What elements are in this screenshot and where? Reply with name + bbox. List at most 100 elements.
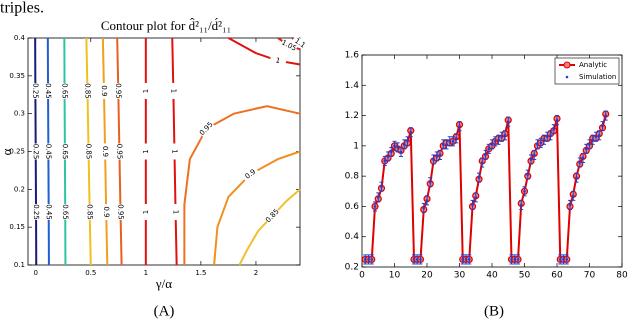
contour-label-bg [60,143,69,160]
point [545,135,549,139]
point [532,153,536,157]
point [399,150,403,154]
point [373,205,377,208]
contour-label: 1 [275,56,281,65]
contour-label-bg [85,203,94,221]
point [445,143,448,146]
point [594,135,598,139]
x-tick-label: 0 [33,269,37,277]
point [448,140,452,143]
legend-label: Analytic [579,61,607,69]
page-text: triples. [0,0,44,17]
point [575,176,578,179]
point [428,180,432,184]
contour-label: 1 [169,89,177,94]
point [461,258,465,261]
contour-label: 0.65 [61,144,69,160]
point [467,258,471,261]
x-tick-label: 70 [584,271,596,281]
point [493,140,497,143]
point [578,161,582,164]
point [510,258,513,261]
contour-label-bg [99,82,109,100]
contour-label-bg [60,82,69,99]
point [506,120,510,123]
point [389,150,393,154]
contour-label: 0.95 [115,144,123,160]
point [549,133,552,137]
contour-label-bg [291,35,309,52]
point [588,143,591,146]
point [477,176,481,179]
contour-label-bg [83,82,92,100]
contour-label: 0.95 [116,204,124,220]
x-tick-label: 20 [421,271,433,281]
point [542,138,546,142]
y-tick-label: 0.25 [9,148,25,156]
contour-label-bg [114,82,123,100]
x-tick-label: 80 [616,271,628,281]
x-tick-label: 2 [254,269,258,277]
x-tick-label: 1 [144,269,148,277]
point [591,138,595,142]
contour-label: 1 [170,149,178,154]
y-tick-label: 0.1 [14,261,25,269]
x-tick-label: 1.5 [195,269,206,277]
contour-line [238,188,301,266]
point [513,258,517,261]
point [471,203,474,207]
x-tick-label: 0 [359,271,365,281]
x-tick-label: 0.5 [85,269,96,277]
y-tick-label: 1.6 [345,51,360,61]
point [435,155,439,158]
point [516,258,520,261]
contour-label: 1 [172,210,180,215]
point [419,258,422,261]
contour-label-bg [32,204,41,221]
contour-line [227,37,301,66]
x-axis-label: γ/α [155,276,172,291]
point [503,133,507,137]
contour-label-bg [44,82,53,99]
y-axis-label: α [0,148,14,155]
contour-label: 0.45 [45,204,53,220]
contour-label: 0.85 [84,144,92,160]
point [497,138,500,142]
contour-label: 1 [142,89,150,93]
contour-line [213,150,301,266]
point [529,158,533,161]
contour-label-bg [141,143,150,160]
contour-label: 0.65 [61,204,69,220]
point [370,258,374,261]
point [454,136,458,140]
point [402,143,406,146]
contour-label-bg [241,166,260,183]
point [451,140,455,143]
contour-label-bg [61,204,70,221]
y-tick-label: 1 [353,141,359,151]
contour-label: 0.25 [31,83,39,99]
contour-label: 0.45 [44,144,52,160]
y-tick-label: 0.4 [345,232,360,242]
contour-label-bg [269,54,287,67]
contour-label-bg [44,143,53,160]
legend-swatch [565,75,569,79]
contour-label: 0.95 [114,83,122,99]
contour-label-bg [197,120,215,138]
point [487,147,491,151]
point [412,258,416,261]
point [386,155,390,158]
point [464,258,468,261]
contour-label: 0.65 [61,83,69,99]
contour-label-bg [169,82,178,100]
point [601,124,604,128]
plot-area [27,37,301,266]
point [571,194,575,198]
point [376,196,380,199]
contour-label: 0.25 [32,204,40,220]
point [552,127,556,131]
point [519,203,523,207]
contour-label-bg [102,203,111,221]
point [584,147,588,151]
